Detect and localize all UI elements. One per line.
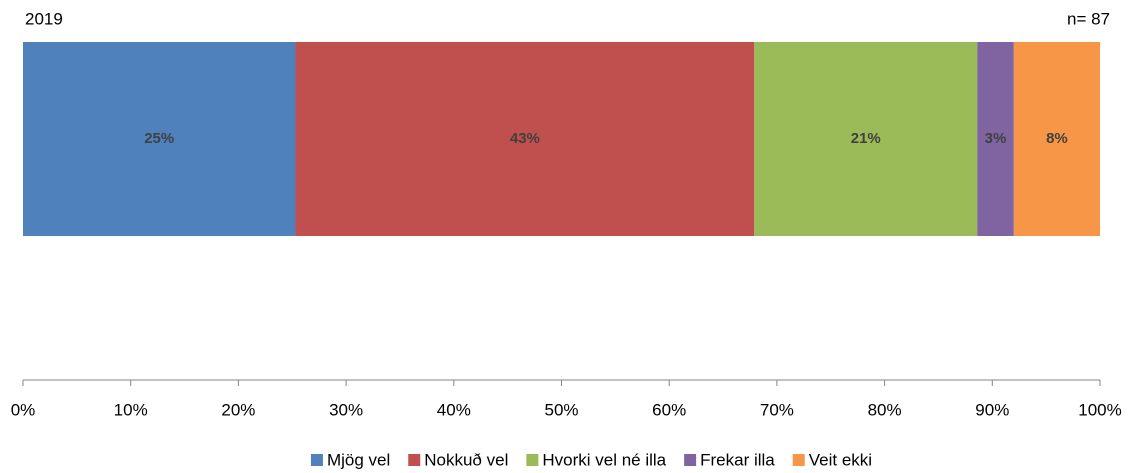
x-tick-label: 70%: [760, 400, 794, 419]
x-tick-label: 0%: [11, 400, 36, 419]
x-tick-label: 80%: [868, 400, 902, 419]
x-tick-label: 60%: [652, 400, 686, 419]
x-tick-label: 50%: [544, 400, 578, 419]
x-tick-label: 90%: [975, 400, 1009, 419]
category-label: 2019: [25, 9, 63, 28]
legend-label: Frekar illa: [700, 450, 775, 469]
legend-label: Hvorki vel né illa: [542, 450, 666, 469]
x-tick-label: 20%: [221, 400, 255, 419]
legend-swatch: [684, 454, 697, 466]
bar-segment: [754, 42, 978, 236]
bar-segment: [1013, 42, 1100, 236]
data-label: 43%: [510, 130, 540, 147]
x-tick-label: 40%: [437, 400, 471, 419]
annotation: n= 87: [1067, 9, 1110, 28]
legend-swatch: [526, 454, 539, 466]
legend-label: Mjög vel: [327, 450, 390, 469]
data-label: 25%: [144, 130, 174, 147]
x-tick-label: 100%: [1078, 400, 1121, 419]
bar-segment: [977, 42, 1014, 236]
x-tick-label: 10%: [114, 400, 148, 419]
data-label: 8%: [1046, 130, 1068, 147]
data-label: 3%: [985, 130, 1007, 147]
legend-swatch: [310, 454, 323, 466]
legend-swatch: [792, 454, 805, 466]
data-label: 21%: [851, 130, 881, 147]
legend-label: Veit ekki: [809, 450, 872, 469]
bar-segment: [295, 42, 755, 236]
legend-label: Nokkuð vel: [424, 450, 508, 469]
x-tick-label: 30%: [329, 400, 363, 419]
legend-swatch: [408, 454, 421, 466]
bar-segment: [23, 42, 296, 236]
